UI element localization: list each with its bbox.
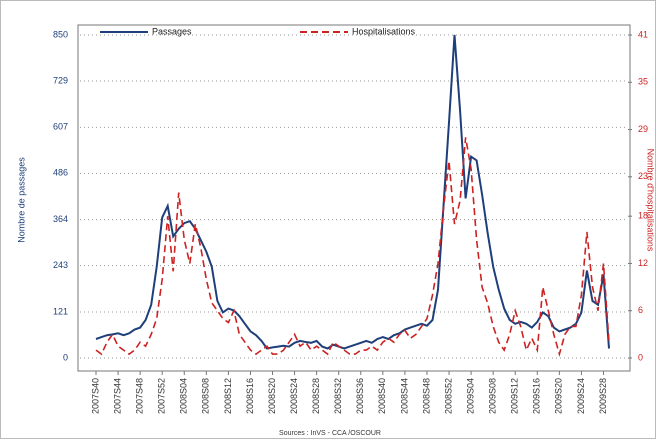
x-tick-label: 2007S48 xyxy=(135,378,145,414)
x-tick-label: 2008S04 xyxy=(179,378,189,414)
x-tick-label: 2009S04 xyxy=(465,378,475,414)
source: Sources : InVS - CCA /OSCOUR xyxy=(279,430,381,437)
y2-tick-label: 12 xyxy=(638,258,648,268)
y2-tick-label: 29 xyxy=(638,124,648,134)
x-tick-label: 2008S40 xyxy=(377,378,387,414)
x-tick-label: 2008S16 xyxy=(245,378,255,414)
y2-axis-title: Nombre d'hospitalisations xyxy=(646,149,656,252)
y2-tick-label: 6 xyxy=(638,305,643,315)
x-tick-label: 2009S20 xyxy=(554,378,564,414)
x-tick-label: 2008S44 xyxy=(399,378,409,414)
x-tick-label: 2007S44 xyxy=(112,378,122,414)
y2-tick-label: 23 xyxy=(638,171,648,181)
y2-tick-label: 35 xyxy=(638,77,648,87)
y-tick-label: 243 xyxy=(53,260,68,270)
y-tick-label: 729 xyxy=(53,75,68,85)
x-tick-label: 2007S40 xyxy=(90,378,100,414)
y-tick-label: 850 xyxy=(53,29,68,39)
y-tick-label: 607 xyxy=(53,122,68,132)
y-tick-label: 121 xyxy=(53,306,68,316)
x-tick-label: 2009S16 xyxy=(532,378,542,414)
y2-tick-label: 41 xyxy=(638,29,648,39)
x-tick-label: 2008S36 xyxy=(355,378,365,414)
x-tick-label: 2008S08 xyxy=(201,378,211,414)
legend-label: Hospitalisations xyxy=(352,26,416,36)
legend-label: Passages xyxy=(152,26,192,36)
y-tick-label: 0 xyxy=(63,352,68,362)
series-line xyxy=(95,34,610,350)
y2-tick-label: 0 xyxy=(638,352,643,362)
x-tick-label: 2009S08 xyxy=(488,378,498,414)
x-tick-label: 2008S12 xyxy=(223,378,233,414)
y-axis-title: Nombre de passages xyxy=(16,157,26,243)
x-tick-label: 2008S24 xyxy=(289,378,299,414)
x-tick-label: 2007S52 xyxy=(157,378,167,414)
y-tick-label: 364 xyxy=(53,214,68,224)
plot-frame xyxy=(77,24,631,372)
x-tick-label: 2008S32 xyxy=(333,378,343,414)
x-tick-label: 2009S12 xyxy=(510,378,520,414)
x-tick-label: 2009S28 xyxy=(598,378,608,414)
x-tick-label: 2008S52 xyxy=(443,378,453,414)
x-tick-label: 2008S48 xyxy=(421,378,431,414)
x-tick-label: 2009S24 xyxy=(576,378,586,414)
y2-tick-label: 18 xyxy=(638,211,648,221)
y-tick-label: 486 xyxy=(53,168,68,178)
x-tick-label: 2008S28 xyxy=(311,378,321,414)
x-tick-label: 2008S20 xyxy=(267,378,277,414)
